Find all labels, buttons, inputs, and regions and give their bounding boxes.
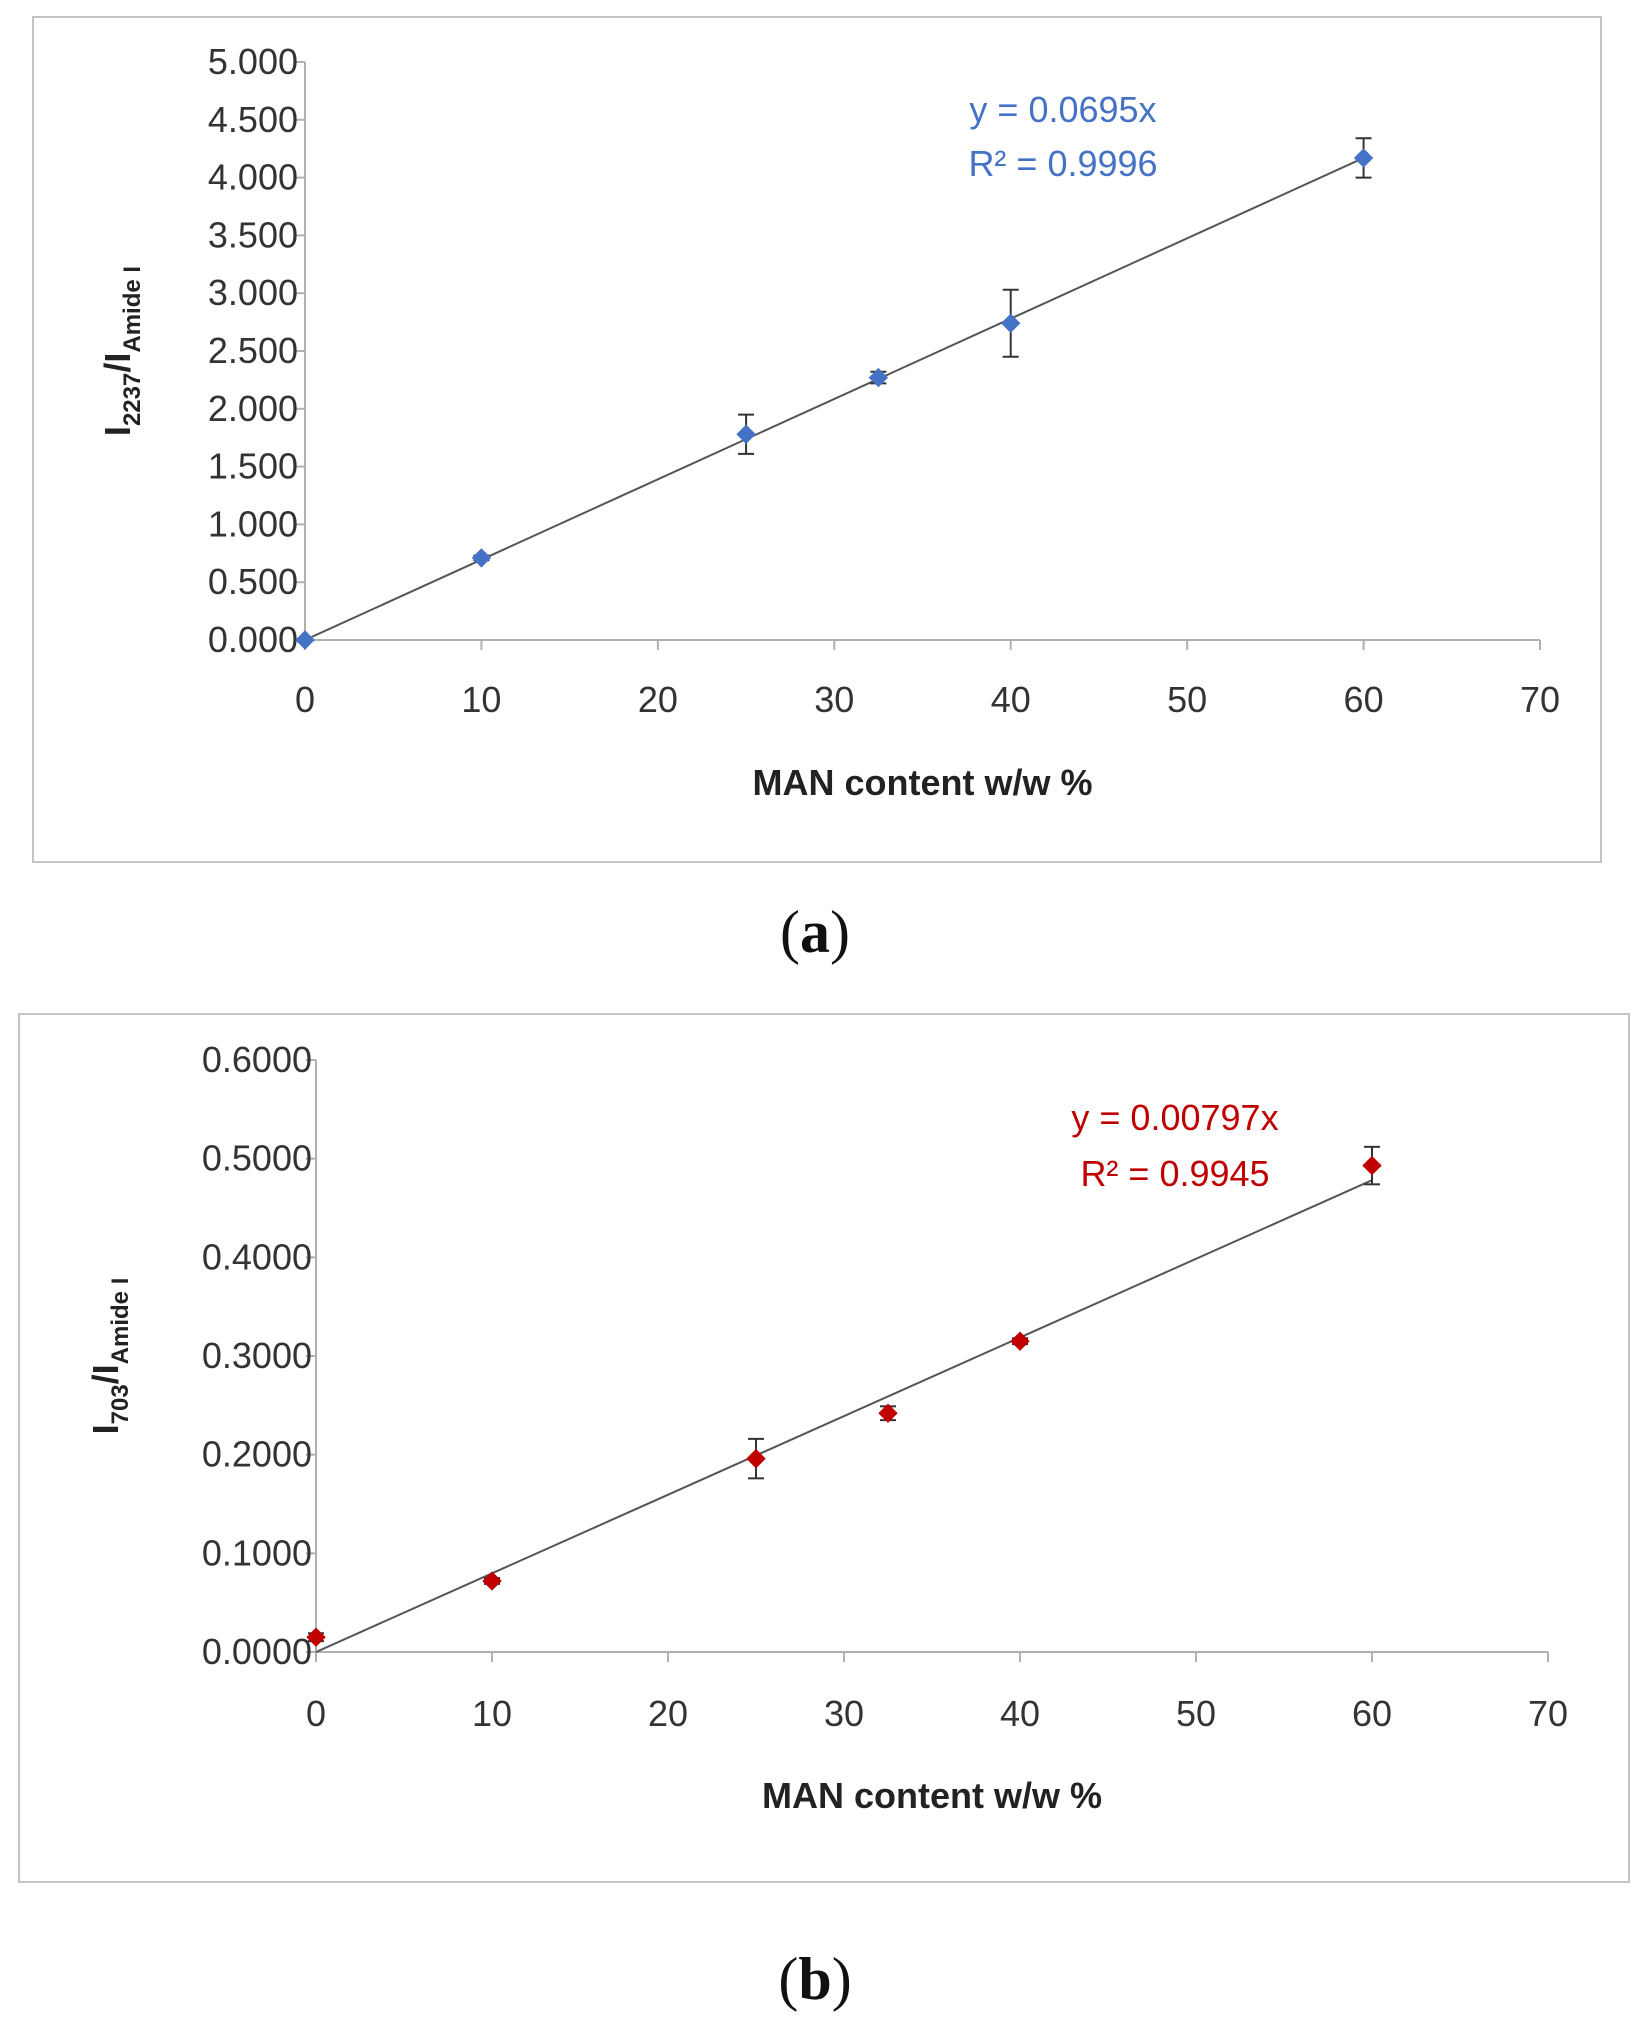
x-tick-label: 70 [1520, 679, 1560, 720]
y-axis-title: I2237/IAmide I [97, 266, 146, 436]
x-tick-label: 30 [824, 1693, 864, 1734]
x-tick-label: 50 [1167, 679, 1207, 720]
y-tick-label: 0.5000 [202, 1138, 312, 1179]
r-squared-label: R² = 0.9996 [968, 143, 1157, 184]
x-tick-label: 20 [648, 1693, 688, 1734]
trendline-equation: y = 0.00797x [1071, 1097, 1278, 1138]
trendline [315, 1179, 1373, 1653]
x-tick-label: 30 [814, 679, 854, 720]
y-tick-label: 2.500 [208, 330, 298, 371]
y-tick-label: 2.000 [208, 388, 298, 429]
x-tick-label: 40 [1000, 1693, 1040, 1734]
data-point [1353, 148, 1374, 168]
chart-b-frame [18, 1013, 1630, 1883]
y-tick-label: 3.000 [208, 272, 298, 313]
y-tick-label: 3.500 [208, 214, 298, 255]
y-tick-label: 0.500 [208, 561, 298, 602]
y-tick-label: 0.0000 [202, 1631, 312, 1672]
data-point [1362, 1155, 1382, 1176]
data-point [471, 548, 492, 568]
r-squared-label: R² = 0.9945 [1080, 1153, 1269, 1194]
x-tick-label: 60 [1344, 679, 1384, 720]
chart-b: 0.0000 0.1000 0.2000 0.3000 0.4000 0.5000 0.60… [85, 1039, 1568, 1816]
chart-a: 0.000 0.500 1.000 1.500 2.000 2.500 3.000 3.500… [97, 41, 1560, 803]
x-tick-label: 70 [1528, 1693, 1568, 1734]
y-tick-label: 0.2000 [202, 1434, 312, 1475]
y-tick-label: 1.500 [208, 446, 298, 487]
x-axis-title: MAN content w/w % [753, 762, 1093, 803]
y-axis-title: I703/IAmide I [85, 1278, 134, 1435]
data-point [878, 1403, 898, 1423]
y-tick-label: 1.000 [208, 503, 298, 544]
data-point [306, 1627, 326, 1647]
x-tick-label: 20 [638, 679, 678, 720]
y-tick-label: 0.1000 [202, 1532, 312, 1573]
data-point [868, 367, 889, 388]
y-tick-label: 4.500 [208, 99, 298, 140]
x-tick-label: 10 [461, 679, 501, 720]
x-tick-label: 50 [1176, 1693, 1216, 1734]
x-tick-label: 40 [991, 679, 1031, 720]
y-tick-label: 0.4000 [202, 1236, 312, 1277]
data-point [1010, 1331, 1030, 1351]
trendline-equation: y = 0.0695x [969, 89, 1156, 130]
x-tick-label: 0 [306, 1693, 326, 1734]
data-point [746, 1448, 766, 1469]
x-tick-label: 10 [472, 1693, 512, 1734]
data-point [482, 1571, 502, 1591]
data-point [736, 424, 756, 444]
panel-label-b: (b) [778, 1946, 852, 2012]
panel-label-a: (a) [780, 899, 850, 965]
x-tick-label: 0 [295, 679, 315, 720]
x-axis-title: MAN content w/w % [762, 1775, 1102, 1816]
chart-a-frame [32, 16, 1602, 863]
y-tick-label: 0.6000 [202, 1039, 312, 1080]
y-tick-label: 0.000 [208, 619, 298, 660]
trendline [304, 157, 1364, 641]
y-tick-label: 4.000 [208, 157, 298, 198]
data-point [1001, 313, 1021, 333]
data-point [295, 630, 315, 650]
y-tick-label: 0.3000 [202, 1335, 312, 1376]
y-tick-label: 5.000 [208, 41, 298, 82]
x-tick-label: 60 [1352, 1693, 1392, 1734]
